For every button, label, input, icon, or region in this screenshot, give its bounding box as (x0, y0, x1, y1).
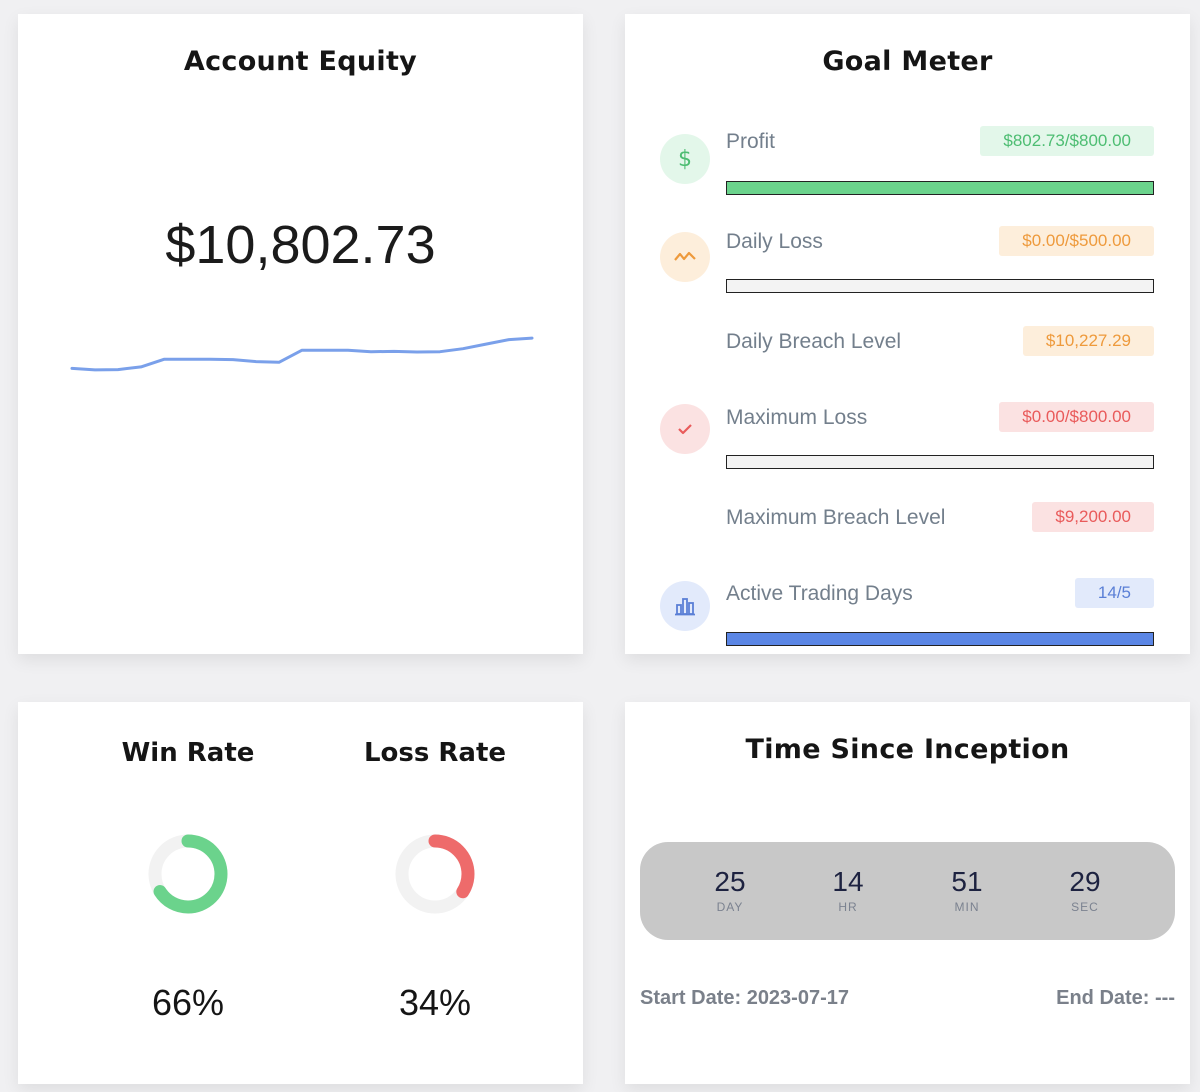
time-since-inception-title: Time Since Inception (745, 734, 1070, 765)
equity-sparkline-line (70, 336, 534, 372)
win-rate-value: 66% (151, 982, 225, 1023)
goal-value-daily-loss: $0.00/$500.00 (999, 226, 1154, 256)
countdown-second: 29 SEC (1045, 866, 1125, 914)
goal-value-active-days: 14/5 (1074, 578, 1154, 608)
loss-rate-section: Loss Rate 34% (305, 702, 565, 1084)
countdown-hour-value: 14 (832, 866, 864, 897)
account-equity-title: Account Equity (183, 46, 418, 77)
time-since-inception-card: Time Since Inception 25 DAY 14 HR 51 MIN… (625, 702, 1190, 1084)
equity-sparkline (70, 336, 534, 372)
goal-value-maximum-breach: $9,200.00 (1032, 502, 1154, 532)
goal-label-profit: Profit (726, 130, 776, 153)
loss-rate-donut (395, 834, 475, 914)
countdown-day-value: 25 (714, 866, 746, 897)
goal-label-daily-loss: Daily Loss (726, 230, 823, 253)
countdown-day-label: DAY (716, 900, 744, 914)
win-rate-title: Win Rate (121, 738, 255, 768)
goal-label-daily-breach: Daily Breach Level (726, 330, 902, 353)
countdown-hour-label: HR (838, 900, 858, 914)
countdown-minute: 51 MIN (927, 866, 1007, 914)
goal-bar-maximum-loss (726, 455, 1154, 469)
countdown-second-label: SEC (1071, 900, 1099, 914)
goal-bar-active-days (726, 632, 1154, 646)
goal-meter-title: Goal Meter (822, 46, 993, 77)
countdown-minute-label: MIN (954, 900, 980, 914)
goal-meter-card: Goal Meter $ Profit $802.73/$800.00 Dail… (625, 14, 1190, 654)
rates-card: Win Rate 66% Loss Rate 34% (18, 702, 583, 1084)
win-rate-donut (148, 834, 228, 914)
account-equity-card: Account Equity $10,802.73 (18, 14, 583, 654)
check-icon (660, 404, 710, 454)
dollar-icon: $ (660, 134, 710, 184)
loss-rate-arc (395, 834, 475, 914)
goal-value-daily-breach: $10,227.29 (1022, 326, 1154, 356)
countdown-minute-value: 51 (951, 866, 983, 897)
countdown-hour: 14 HR (808, 866, 888, 914)
start-date: Start Date: 2023-07-17 (640, 987, 849, 1009)
win-rate-section: Win Rate 66% (58, 702, 318, 1084)
trend-icon (660, 232, 710, 282)
goal-bar-fill-active-days (727, 633, 1153, 645)
goal-bar-fill-profit (727, 182, 1153, 194)
goal-value-maximum-loss: $0.00/$800.00 (999, 402, 1154, 432)
goal-label-maximum-loss: Maximum Loss (726, 406, 868, 429)
win-rate-arc (148, 834, 228, 914)
goal-bar-daily-loss (726, 279, 1154, 293)
loss-rate-value: 34% (398, 982, 472, 1023)
goal-value-profit: $802.73/$800.00 (980, 126, 1154, 156)
countdown-day: 25 DAY (690, 866, 770, 914)
countdown-timer: 25 DAY 14 HR 51 MIN 29 SEC (640, 842, 1175, 940)
goal-label-active-days: Active Trading Days (726, 582, 913, 605)
goal-bar-profit (726, 181, 1154, 195)
end-date: End Date: --- (1056, 987, 1175, 1009)
goal-label-maximum-breach: Maximum Breach Level (726, 506, 946, 529)
account-equity-value: $10,802.73 (165, 215, 436, 275)
countdown-second-value: 29 (1069, 866, 1101, 897)
chart-icon (660, 581, 710, 631)
loss-rate-title: Loss Rate (363, 738, 507, 768)
